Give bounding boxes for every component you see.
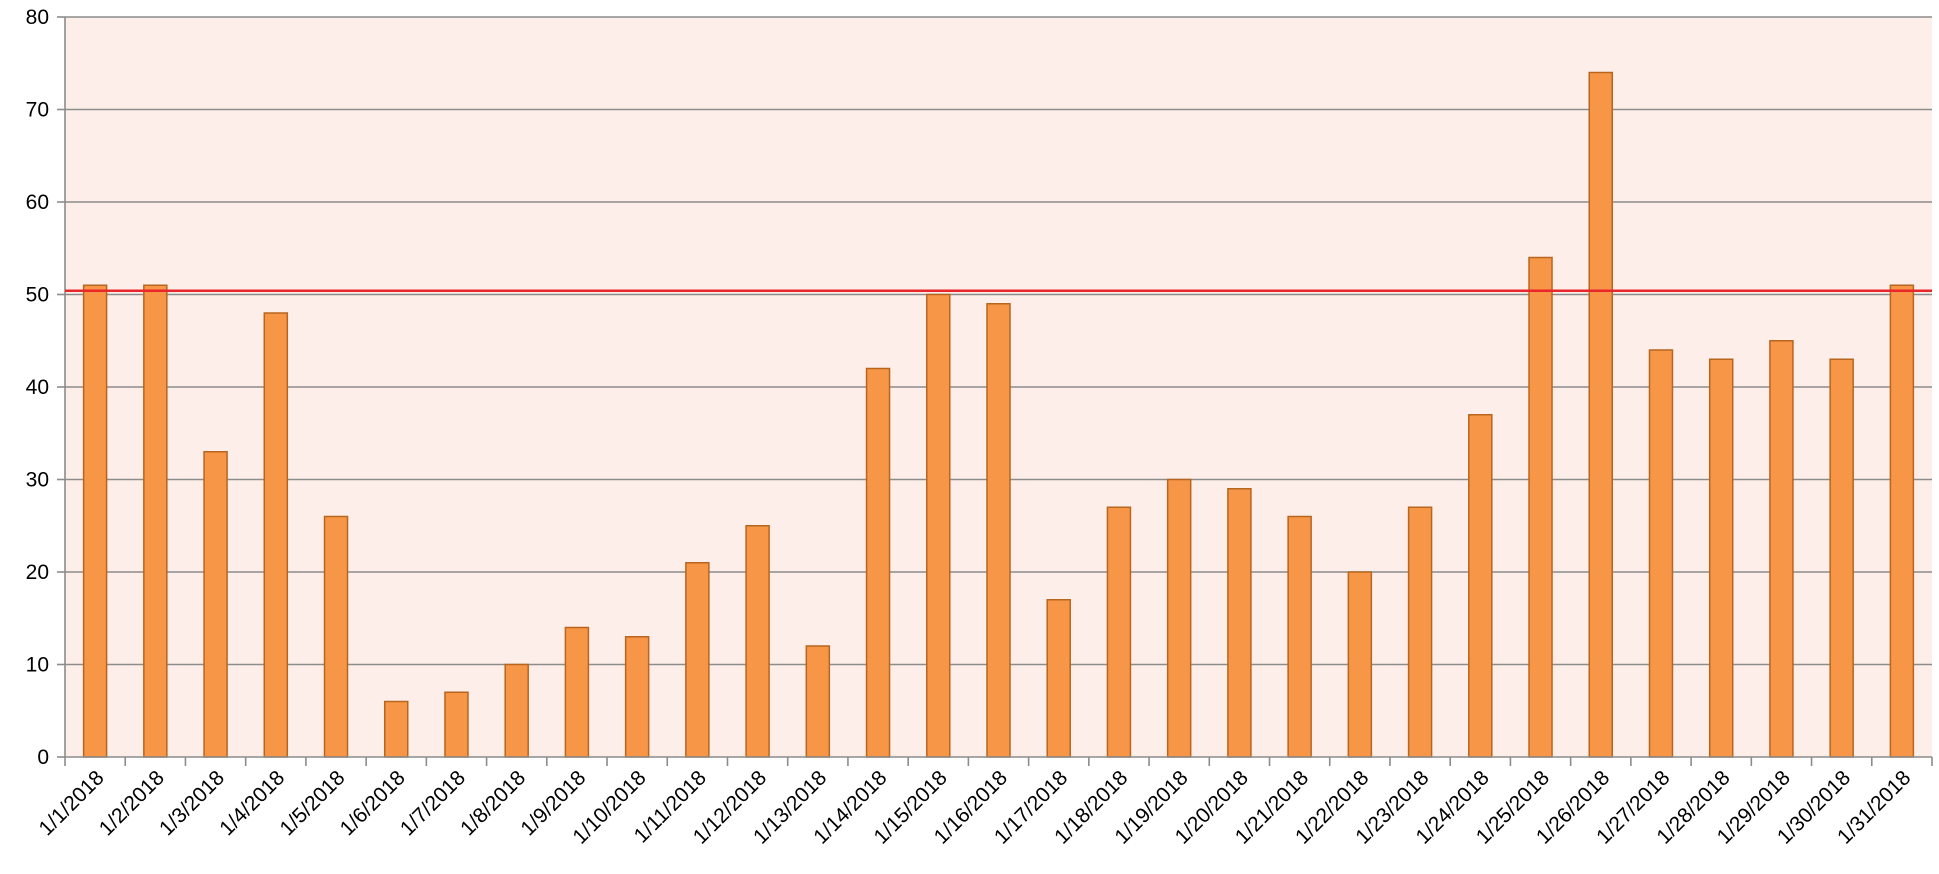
bar-1-14-2018 (865, 367, 891, 758)
bar-1-7-2018 (444, 691, 469, 758)
x-tick-label: 1/8/2018 (456, 766, 530, 840)
bar-1-17-2018 (1046, 599, 1071, 758)
bar-1-18-2018 (1106, 506, 1132, 758)
bar-1-15-2018 (926, 293, 951, 758)
bar-1-1-2018 (82, 284, 108, 758)
bar-1-26-2018 (1588, 71, 1614, 758)
y-tick-label: 80 (26, 6, 49, 29)
bar-1-31-2018 (1889, 284, 1915, 758)
axes (64, 17, 1933, 766)
x-axis-tick-labels: 1/1/20181/2/20181/3/20181/4/20181/5/2018… (35, 766, 1916, 848)
bar-1-16-2018 (986, 303, 1011, 758)
y-tick-label: 50 (26, 284, 49, 307)
y-tick-label: 60 (26, 191, 49, 214)
bar-1-24-2018 (1468, 414, 1493, 758)
bar-1-4-2018 (263, 312, 289, 758)
y-tick-label: 0 (37, 746, 49, 769)
bar-1-21-2018 (1287, 515, 1312, 758)
bar-1-11-2018 (685, 562, 710, 758)
x-tick-label: 1/1/2018 (35, 766, 109, 840)
y-axis-tick-labels: 0 10 20 30 40 50 60 70 80 (26, 6, 49, 769)
bar-1-3-2018 (203, 451, 228, 758)
bar-1-22-2018 (1347, 571, 1373, 758)
bar-1-28-2018 (1708, 358, 1734, 758)
x-tick-label: 1/2/2018 (95, 766, 169, 840)
y-tick-label: 20 (26, 561, 49, 584)
x-tick-label: 1/4/2018 (215, 766, 289, 840)
bar-1-29-2018 (1769, 340, 1794, 758)
bar-1-5-2018 (323, 515, 349, 758)
bar-1-20-2018 (1227, 488, 1252, 758)
y-tick-label: 40 (26, 376, 49, 399)
bar-1-10-2018 (624, 636, 650, 758)
bar-1-12-2018 (745, 525, 770, 758)
bar-1-13-2018 (805, 645, 831, 758)
x-tick-label: 1/6/2018 (336, 766, 410, 840)
bar-1-19-2018 (1166, 478, 1192, 758)
x-tick-label: 1/5/2018 (275, 766, 349, 840)
bar-1-30-2018 (1829, 358, 1854, 758)
bar-1-2-2018 (143, 284, 168, 758)
bar-1-25-2018 (1528, 256, 1553, 758)
bar-1-23-2018 (1407, 506, 1433, 758)
x-tick-label: 1/3/2018 (155, 766, 229, 840)
y-tick-label: 70 (26, 99, 49, 122)
x-tick-label: 1/7/2018 (396, 766, 470, 840)
bar-1-8-2018 (504, 663, 529, 758)
bar-1-27-2018 (1648, 349, 1674, 758)
bar-1-9-2018 (564, 626, 590, 758)
y-tick-label: 10 (26, 654, 49, 677)
bar-1-6-2018 (383, 700, 409, 758)
y-tick-label: 30 (26, 469, 49, 492)
